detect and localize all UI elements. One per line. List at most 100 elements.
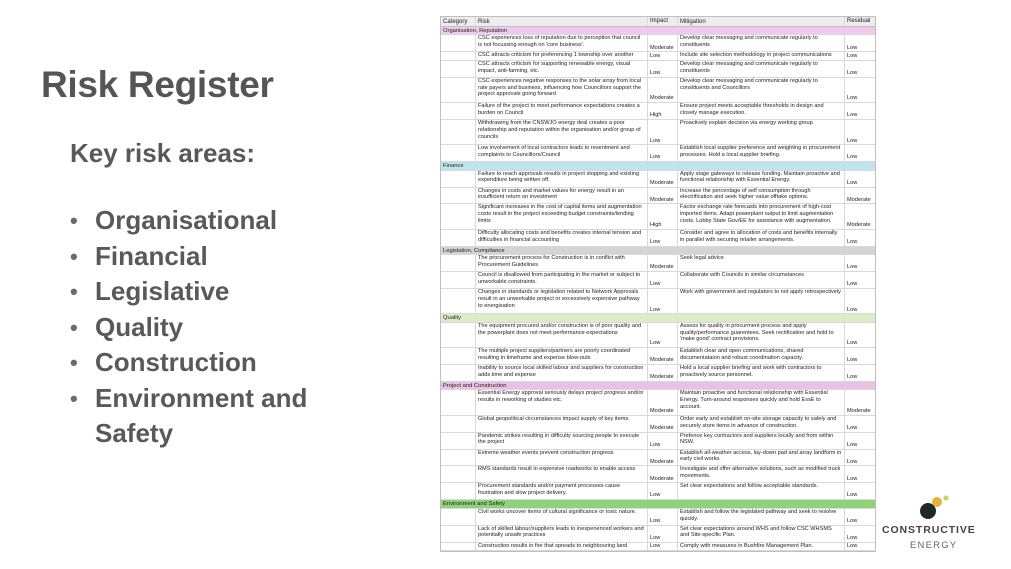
- mitigation-text: Collaborate with Councils in similar cir…: [680, 272, 805, 279]
- cell-mitigation: Comply with measures in Bushfire Managem…: [678, 542, 845, 550]
- cell-category: [441, 52, 476, 60]
- risk-text: The procurement process for Construction…: [478, 255, 625, 268]
- cell-category: [441, 449, 476, 466]
- impact-text: Moderate: [650, 374, 674, 381]
- mitigation-text: Set clear expectations around WHS and fo…: [680, 525, 832, 539]
- risk-text: CSC experiences negative responses to th…: [478, 77, 641, 98]
- cell-impact: Moderate: [648, 348, 678, 365]
- impact-text: Moderate: [650, 264, 674, 271]
- cell-mitigation: Hold a local supplier briefing and work …: [678, 365, 845, 381]
- header-risk: Risk: [476, 17, 648, 26]
- cell-residual: Low: [845, 171, 875, 187]
- mitigation-text: Proactively explain decision via energy …: [680, 119, 813, 126]
- impact-text: Low: [650, 238, 661, 245]
- logo-dots-icon: [920, 495, 949, 519]
- slide-title: Risk Register: [41, 64, 274, 105]
- risk-text: Failure of the project to meet performan…: [478, 103, 640, 116]
- cell-risk: The multiple project suppliers/partners …: [476, 348, 648, 365]
- table-section-row: Environment and Safety: [441, 500, 875, 509]
- cell-risk: Changes in costs and market values for e…: [476, 187, 648, 204]
- cell-mitigation: Seek legal advice: [678, 255, 845, 272]
- table-row: Essential Energy approval seriously dela…: [441, 390, 875, 416]
- table-row: Inability to source local skilled labour…: [441, 365, 875, 382]
- cell-impact: Moderate: [648, 415, 678, 432]
- cell-category: [441, 204, 476, 229]
- cell-risk: CSC attracts criticism for preferencing …: [476, 52, 648, 60]
- cell-risk: RMS standards result in expensive roadwo…: [476, 466, 648, 483]
- cell-category: [441, 170, 476, 187]
- cell-category: [441, 365, 476, 381]
- cell-category: [441, 119, 476, 145]
- table-row: CSC attracts criticism for supporting re…: [441, 60, 875, 78]
- cell-impact: Low: [648, 483, 678, 500]
- cell-category: [441, 145, 476, 162]
- cell-risk: Extreme weather events prevent construct…: [476, 449, 648, 466]
- cell-mitigation: Prefence key contractors and suppliers l…: [678, 432, 845, 449]
- risk-area-item: Organisational: [70, 203, 325, 239]
- cell-category: [441, 390, 476, 415]
- residual-text: Low: [847, 517, 858, 524]
- mitigation-text: Consider and agree to allocation of cost…: [680, 229, 838, 243]
- logo-text-line1: CONSTRUCTIVE: [882, 524, 976, 536]
- mitigation-text: Hold a local supplier briefing and work …: [680, 365, 822, 378]
- risk-text: Inability to source local skilled labour…: [478, 365, 644, 378]
- mitigation-text: Develop clear messaging and communicate …: [680, 77, 818, 91]
- cell-risk: CSC experiences negative responses to th…: [476, 77, 648, 103]
- table-row: Council is disallowed from participating…: [441, 272, 875, 289]
- mitigation-text: Establish all-weather access, lay-down p…: [680, 449, 842, 463]
- cell-risk: Withdrawing from the CNSWJO energy deal …: [476, 119, 648, 145]
- risk-text: Difficulty allocating costs and benefits…: [478, 229, 642, 243]
- table-row: Extreme weather events prevent construct…: [441, 449, 875, 467]
- mitigation-text: Order early and establish on-site storag…: [680, 415, 837, 429]
- cell-impact: Moderate: [648, 466, 678, 483]
- risk-area-item: Quality: [70, 310, 325, 346]
- cell-category: [441, 229, 476, 246]
- table-row: Significant increases in the cost of cap…: [441, 204, 875, 230]
- impact-text: Moderate: [650, 44, 674, 51]
- mitigation-text: Establish and follow the legislated path…: [680, 508, 837, 522]
- cell-risk: Failure of the project to meet performan…: [476, 103, 648, 119]
- mitigation-text: Increase the percentage of self consumpt…: [680, 187, 811, 201]
- cell-risk: Lack of skilled labour/suppliers leads t…: [476, 525, 648, 542]
- risk-text: Significant increases in the cost of cap…: [478, 204, 642, 225]
- cell-mitigation: Work with government and regulators to n…: [678, 289, 845, 314]
- key-risk-areas-heading: Key risk areas:: [70, 138, 256, 168]
- cell-residual: Low: [845, 120, 875, 144]
- cell-risk: The procurement process for Construction…: [476, 255, 648, 272]
- residual-text: Low: [847, 374, 858, 381]
- risk-text: Extreme weather events prevent construct…: [478, 449, 614, 456]
- table-section-row: Legislation, Compliance: [441, 246, 875, 256]
- mitigation-text: Develop clear messaging and communicate …: [680, 60, 818, 74]
- table-section-row: Organisation, Reputation: [441, 27, 875, 36]
- mitigation-text: Factor exchange rate forecasts into proc…: [680, 204, 834, 225]
- risk-text: Changes in costs and market values for e…: [478, 187, 624, 201]
- mitigation-text: Maintain proactive and functional relati…: [680, 390, 828, 410]
- cell-impact: Moderate: [648, 255, 678, 272]
- cell-impact: Low: [648, 525, 678, 542]
- impact-text: High: [650, 222, 662, 229]
- residual-text: Low: [847, 238, 858, 245]
- cell-impact: High: [648, 204, 678, 229]
- impact-text: Low: [650, 543, 661, 550]
- residual-text: Low: [847, 534, 858, 541]
- cell-category: [441, 77, 476, 103]
- impact-text: Low: [650, 492, 661, 499]
- cell-risk: Procurement standards and/or payment pro…: [476, 483, 648, 500]
- residual-text: Low: [847, 69, 858, 76]
- table-row: Difficulty allocating costs and benefits…: [441, 229, 875, 247]
- residual-text: Low: [847, 492, 858, 499]
- cell-impact: Low: [648, 145, 678, 162]
- cell-category: [441, 525, 476, 542]
- cell-residual: Low: [845, 483, 875, 499]
- cell-impact: Low: [648, 289, 678, 314]
- risk-area-item: Construction: [70, 345, 325, 381]
- cell-category: [441, 542, 476, 550]
- risk-text: Civil works uncover items of cultural si…: [478, 508, 637, 515]
- table-row: Procurement standards and/or payment pro…: [441, 483, 875, 501]
- table-row: Withdrawing from the CNSWJO energy deal …: [441, 119, 875, 146]
- cell-impact: Moderate: [648, 449, 678, 466]
- impact-text: Moderate: [650, 458, 674, 465]
- cell-risk: Council is disallowed from participating…: [476, 272, 648, 288]
- cell-residual: Low: [845, 466, 875, 482]
- cell-category: [441, 35, 476, 52]
